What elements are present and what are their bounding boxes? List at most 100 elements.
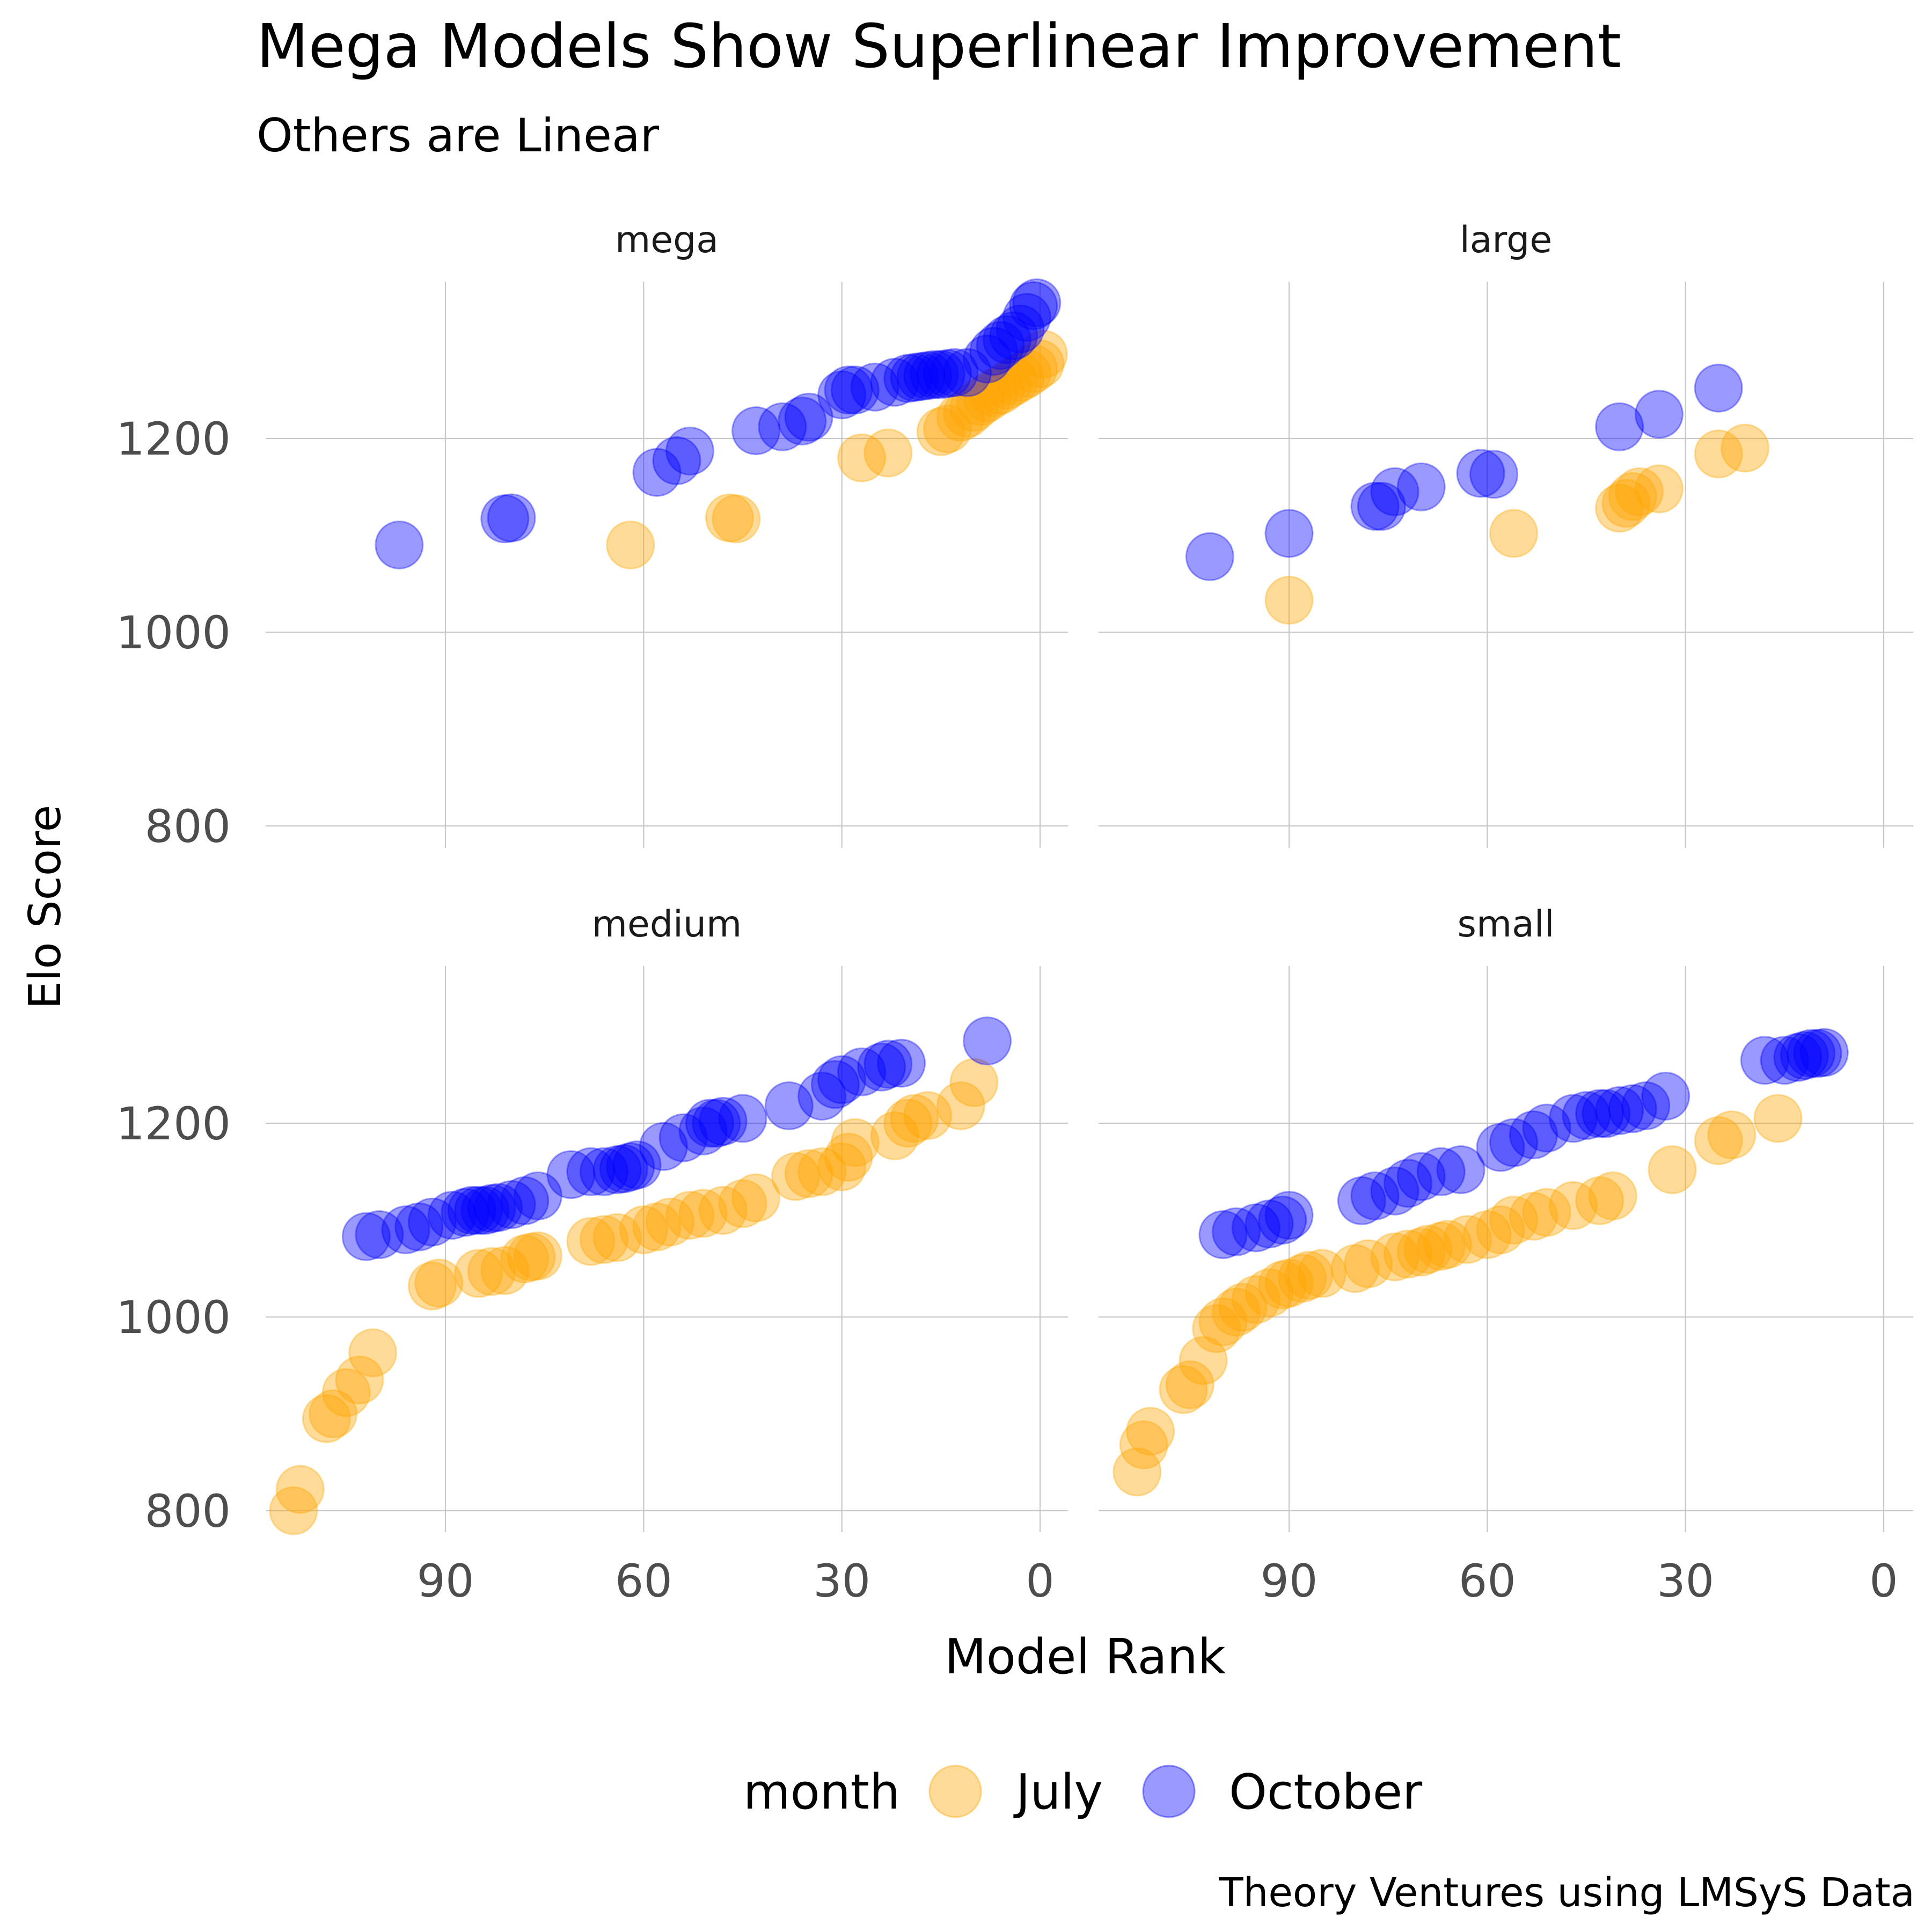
point-small-october-21 (1595, 1086, 1644, 1135)
point-small-july-23 (1416, 1221, 1466, 1271)
y-tick-label-1000: 1000 (116, 606, 231, 659)
point-small-july-15 (1284, 1250, 1334, 1300)
point-small-october-2 (1231, 1203, 1280, 1253)
point-small-october-23 (1621, 1081, 1671, 1130)
point-mega-july-17 (1002, 349, 1051, 398)
point-medium-july-22 (678, 1189, 728, 1238)
point-small-october-15 (1509, 1110, 1558, 1160)
point-mega-october-5 (665, 427, 714, 475)
point-medium-july-17 (592, 1213, 642, 1262)
point-mega-july-9 (949, 383, 999, 432)
point-mega-july-20 (1019, 330, 1068, 379)
point-large-october-1 (1264, 509, 1314, 558)
point-medium-july-7 (407, 1261, 457, 1311)
point-mega-october-7 (758, 402, 807, 451)
point-medium-october-28 (718, 1094, 767, 1143)
point-mega-july-3 (837, 433, 887, 482)
y-tick-label-800: 800 (145, 800, 231, 853)
point-medium-july-11 (480, 1246, 530, 1295)
point-small-october-24 (1641, 1072, 1690, 1121)
point-medium-october-3 (394, 1202, 444, 1252)
facet-label-mega: mega (615, 219, 719, 261)
point-medium-october-14 (513, 1171, 562, 1220)
series-october-large (1185, 363, 1743, 581)
point-small-july-30 (1522, 1188, 1571, 1237)
point-medium-october-31 (810, 1060, 860, 1109)
point-mega-july-12 (969, 368, 1019, 418)
point-small-july-4 (1165, 1360, 1214, 1409)
point-medium-october-16 (566, 1147, 616, 1196)
point-small-july-9 (1218, 1283, 1268, 1332)
point-medium-october-37 (963, 1016, 1012, 1066)
series-july-large (1264, 423, 1769, 625)
series-october-mega (375, 278, 1062, 569)
point-medium-july-9 (454, 1249, 503, 1298)
point-small-october-25 (1740, 1036, 1789, 1085)
point-large-july-8 (1721, 423, 1769, 473)
point-large-october-8 (1595, 402, 1644, 451)
point-large-october-2 (1350, 481, 1400, 531)
point-medium-october-13 (500, 1176, 550, 1225)
point-small-july-32 (1575, 1176, 1624, 1225)
point-mega-october-9 (784, 392, 833, 442)
point-small-july-37 (1753, 1094, 1803, 1143)
point-large-october-6 (1456, 449, 1505, 498)
point-large-october-5 (1396, 462, 1446, 511)
point-medium-october-9 (460, 1185, 510, 1235)
point-mega-july-0 (606, 521, 655, 569)
point-medium-july-1 (275, 1465, 325, 1514)
point-medium-july-35 (903, 1091, 953, 1140)
point-mega-october-20 (916, 350, 965, 399)
point-small-july-0 (1113, 1447, 1162, 1497)
point-small-july-27 (1476, 1205, 1525, 1255)
panel-mega: mega 800 1000 1200 (116, 219, 1068, 853)
point-small-october-16 (1522, 1103, 1571, 1153)
point-mega-july-14 (982, 361, 1031, 410)
point-medium-july-21 (665, 1191, 714, 1240)
point-medium-july-4 (321, 1368, 371, 1417)
point-small-july-16 (1298, 1249, 1347, 1298)
x-tick-label-0: 0 (1026, 1555, 1054, 1607)
point-small-october-18 (1562, 1091, 1611, 1140)
point-mega-october-25 (969, 327, 1019, 376)
point-small-july-34 (1648, 1145, 1697, 1195)
series-october-small (1198, 1028, 1849, 1260)
point-small-october-17 (1548, 1094, 1598, 1143)
point-large-july-7 (1694, 429, 1743, 479)
point-small-july-6 (1192, 1304, 1241, 1353)
point-medium-july-36 (936, 1081, 985, 1130)
point-mega-october-21 (923, 349, 972, 398)
point-medium-october-5 (427, 1191, 477, 1240)
series-october-medium (341, 1016, 1012, 1261)
x-tick-label-0: 0 (1869, 1555, 1898, 1607)
panel-large: large (1099, 219, 1913, 848)
point-mega-october-32 (1012, 278, 1062, 327)
point-small-october-12 (1436, 1145, 1485, 1195)
point-mega-october-30 (1002, 292, 1051, 342)
point-mega-october-28 (989, 311, 1038, 361)
point-small-july-2 (1126, 1407, 1175, 1456)
point-medium-october-21 (612, 1140, 662, 1190)
point-mega-october-18 (903, 351, 953, 400)
point-medium-july-30 (824, 1132, 873, 1182)
point-small-july-20 (1384, 1230, 1433, 1279)
point-mega-october-11 (824, 365, 873, 415)
point-mega-october-13 (850, 362, 899, 412)
point-mega-october-12 (830, 365, 880, 415)
x-tick-label-90: 90 (1261, 1555, 1318, 1607)
point-small-july-7 (1198, 1297, 1248, 1346)
point-small-july-33 (1588, 1171, 1637, 1220)
point-small-july-13 (1264, 1258, 1314, 1308)
point-medium-july-24 (718, 1179, 767, 1228)
point-medium-july-0 (269, 1486, 318, 1535)
y-tick-label-800: 800 (145, 1485, 231, 1538)
point-medium-july-29 (817, 1142, 867, 1191)
facet-panels: mega 800 1000 1200 large medium 800 1000 1200 90 6… (116, 219, 1913, 1607)
point-small-july-18 (1344, 1239, 1393, 1289)
point-medium-october-35 (863, 1040, 913, 1089)
y-tick-label-1200: 1200 (116, 1097, 231, 1150)
point-medium-july-20 (646, 1197, 695, 1247)
point-large-october-9 (1634, 390, 1684, 439)
point-small-july-19 (1370, 1232, 1419, 1282)
